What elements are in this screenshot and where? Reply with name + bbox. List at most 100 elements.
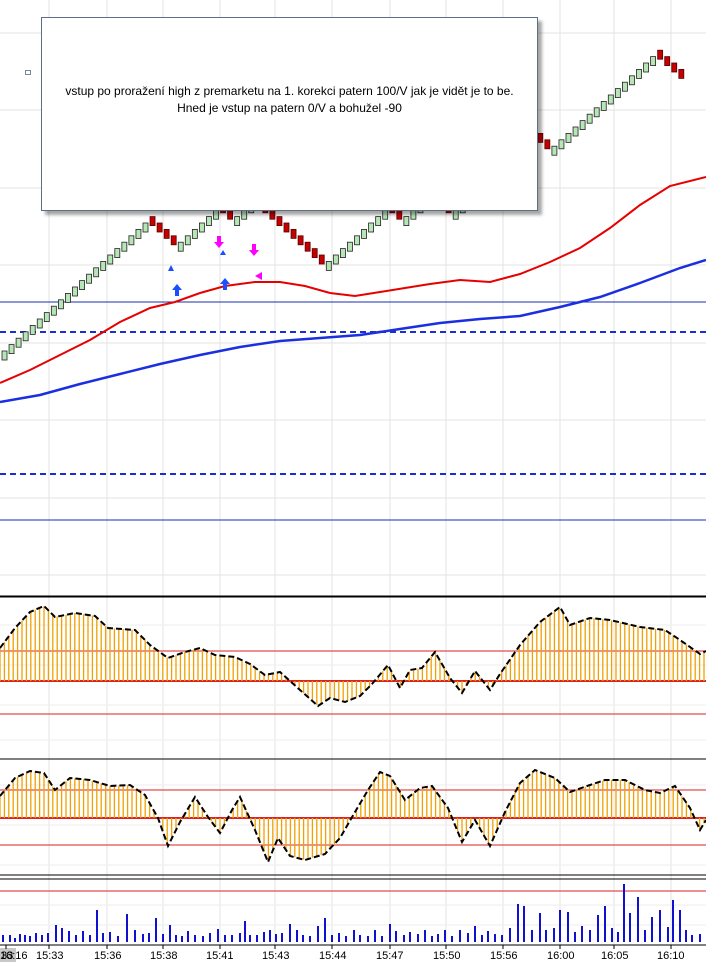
- up-brick: [368, 222, 375, 233]
- up-brick: [375, 216, 382, 227]
- up-brick: [332, 254, 339, 265]
- up-brick: [614, 88, 621, 98]
- up-arrow-icon: [220, 278, 230, 290]
- moving-averages: [0, 176, 706, 404]
- time-axis: 33 15:33 15:36 15:38 15:41 15:43 15:44 15:47 15:…: [0, 945, 706, 971]
- up-brick: [622, 81, 628, 92]
- up-brick: [22, 331, 29, 342]
- oscillator-1-panel: [0, 604, 706, 715]
- up-brick: [1, 350, 8, 361]
- down-brick: [163, 228, 170, 239]
- down-arrow-icon: [214, 236, 224, 248]
- up-brick: [629, 75, 635, 86]
- up-brick: [29, 324, 36, 335]
- up-brick: [86, 273, 92, 284]
- up-brick: [184, 235, 191, 246]
- down-brick: [227, 209, 234, 220]
- time-tick-label: 15:41: [206, 950, 234, 962]
- annotation-text: vstup po proražení high z premarketu na …: [65, 84, 514, 115]
- down-brick: [269, 209, 276, 220]
- up-brick: [142, 222, 149, 233]
- up-brick: [650, 56, 656, 66]
- volume-panel: [0, 884, 706, 942]
- up-brick: [36, 318, 43, 329]
- up-brick: [100, 260, 107, 271]
- signal-markers: [168, 236, 262, 296]
- down-brick: [311, 248, 318, 259]
- up-brick: [403, 216, 410, 227]
- time-tick-label: 16:00: [547, 950, 575, 962]
- small-arrow-icon: [220, 250, 226, 255]
- up-arrow-icon: [172, 284, 182, 296]
- up-brick: [79, 280, 85, 291]
- up-brick: [93, 267, 100, 278]
- down-brick: [671, 62, 678, 73]
- up-brick: [177, 241, 184, 252]
- down-brick: [657, 49, 664, 60]
- up-brick: [565, 132, 572, 143]
- up-brick: [600, 101, 607, 111]
- up-brick: [452, 209, 459, 220]
- down-brick: [396, 209, 403, 220]
- up-brick: [558, 139, 565, 150]
- time-tick-label: 33: [1, 950, 13, 962]
- time-tick-label: 15:38: [150, 950, 178, 962]
- up-brick: [593, 107, 600, 118]
- time-tick-label: 16:16: [0, 950, 28, 962]
- annotation-handle-icon[interactable]: [25, 70, 31, 75]
- up-brick: [128, 235, 135, 246]
- down-brick: [678, 69, 685, 79]
- down-brick: [149, 216, 156, 227]
- up-brick: [347, 241, 353, 252]
- up-brick: [65, 292, 71, 303]
- left-arrow-icon: [255, 272, 262, 280]
- up-brick: [198, 222, 205, 233]
- down-brick: [318, 254, 325, 265]
- up-brick: [607, 94, 614, 105]
- up-brick: [339, 248, 346, 259]
- up-brick: [325, 260, 332, 271]
- up-brick: [234, 216, 241, 227]
- annotation-box[interactable]: vstup po proražení high z premarketu na …: [25, 17, 538, 211]
- price-level-lines: [0, 301, 706, 521]
- time-tick-label: 15:36: [94, 950, 122, 962]
- panel-separators: [0, 595, 706, 946]
- up-brick: [572, 126, 579, 137]
- up-brick: [354, 235, 360, 246]
- up-brick: [114, 248, 121, 259]
- down-brick: [276, 216, 283, 227]
- up-brick: [8, 344, 15, 355]
- down-brick: [156, 222, 163, 233]
- up-brick: [410, 209, 417, 220]
- time-tick-label: 16:05: [601, 950, 629, 962]
- time-tick-label: 15:56: [490, 950, 518, 962]
- up-brick: [241, 209, 248, 220]
- down-brick: [290, 228, 297, 239]
- up-brick: [15, 337, 22, 348]
- time-tick-highlight: [0, 948, 16, 962]
- oscillator-2-panel: [0, 768, 706, 865]
- slow-ma-line: [0, 258, 706, 404]
- up-brick: [382, 209, 389, 220]
- up-brick: [586, 113, 593, 124]
- time-tick-label: 16:10: [657, 950, 685, 962]
- time-axis-bg: [0, 946, 706, 971]
- time-tick-label: 15:47: [376, 950, 404, 962]
- up-brick: [206, 216, 212, 227]
- up-brick: [579, 120, 586, 130]
- down-arrow-icon: [249, 244, 259, 256]
- up-brick: [636, 69, 642, 79]
- up-brick: [135, 228, 142, 239]
- fast-ma-line: [0, 176, 706, 384]
- osc-signal-line: [0, 768, 706, 865]
- up-brick: [551, 145, 558, 156]
- up-brick: [50, 305, 57, 316]
- down-brick: [544, 139, 551, 150]
- up-brick: [58, 299, 64, 310]
- time-tick-label: 15:43: [262, 950, 290, 962]
- time-tick-label: 15:50: [433, 950, 461, 962]
- up-brick: [107, 254, 114, 265]
- up-brick: [361, 228, 367, 239]
- down-brick: [664, 56, 671, 66]
- down-brick: [304, 241, 311, 252]
